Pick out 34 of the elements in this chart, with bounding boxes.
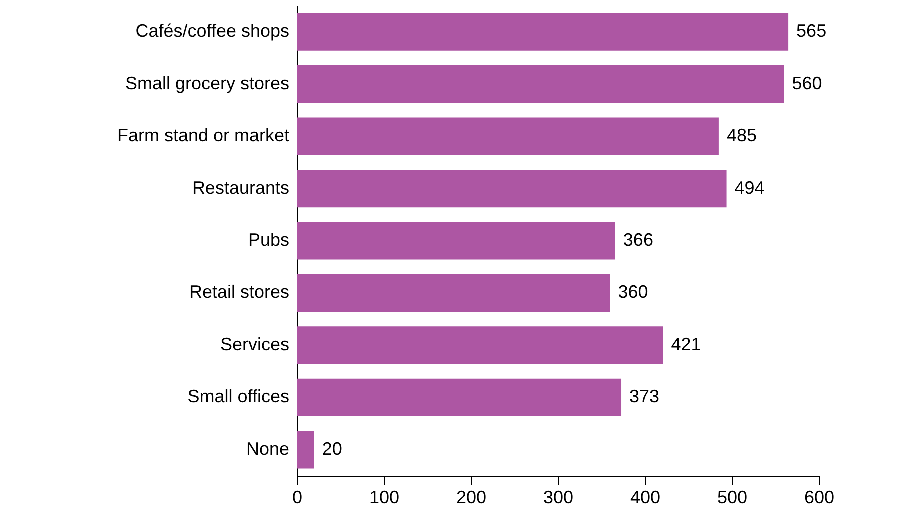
bar (297, 118, 719, 156)
bar (297, 222, 616, 260)
data-label: 421 (671, 334, 702, 354)
bar (297, 274, 610, 312)
y-tick-label: Farm stand or market (117, 126, 290, 146)
data-label: 560 (792, 73, 822, 94)
y-tick-label: Pubs (248, 230, 290, 250)
x-tick-label: 0 (292, 488, 303, 508)
bar (297, 13, 789, 51)
data-label: 360 (618, 282, 648, 302)
bar (297, 66, 784, 104)
y-tick-label: Restaurants (192, 178, 290, 198)
data-label: 20 (322, 438, 342, 459)
bar (297, 431, 314, 469)
y-tick-label: None (246, 438, 290, 459)
y-tick-label: Small offices (188, 386, 290, 407)
data-label: 366 (623, 230, 654, 250)
data-label: 373 (630, 386, 660, 407)
x-tick-label: 300 (543, 488, 574, 508)
x-tick-label: 400 (630, 488, 661, 508)
x-tick-label: 500 (717, 488, 748, 508)
x-tick-label: 200 (456, 488, 487, 508)
y-tick-label: Small grocery stores (125, 73, 290, 94)
data-label: 494 (734, 178, 765, 198)
y-tick-label: Cafés/coffee shops (136, 21, 290, 42)
y-tick-label: Retail stores (189, 282, 290, 302)
y-tick-label: Services (220, 334, 290, 354)
data-label: 485 (726, 126, 757, 146)
x-tick-label: 600 (804, 488, 835, 508)
bar (297, 378, 622, 416)
bar (297, 170, 727, 208)
bar (297, 326, 664, 364)
x-tick-label: 100 (369, 488, 400, 508)
data-label: 565 (796, 21, 827, 42)
